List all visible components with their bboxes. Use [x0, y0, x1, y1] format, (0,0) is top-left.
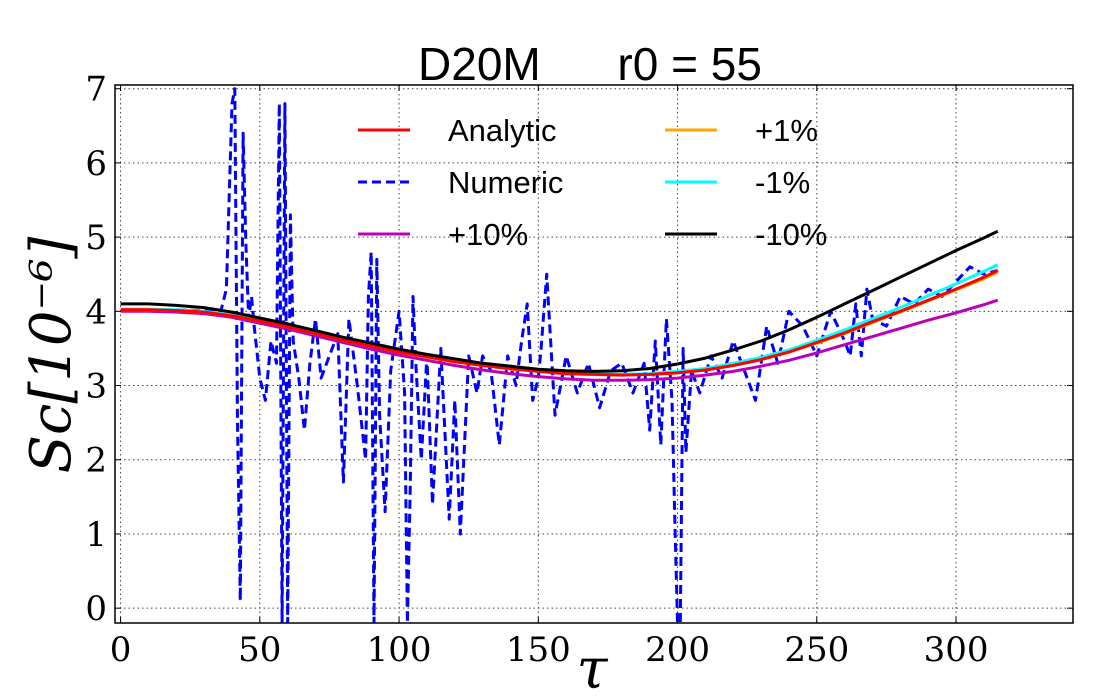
legend-label: Analytic	[448, 113, 557, 148]
y-tick-label: 0	[85, 589, 107, 629]
y-tick-label: 7	[85, 70, 107, 110]
x-tick-label: 0	[110, 630, 132, 670]
x-tick-label: 100	[367, 630, 432, 670]
series-line-analytic	[120, 269, 999, 377]
y-axis-label: Sc[10⁻⁶]	[19, 237, 84, 474]
chart-title: D20M r0 = 55	[418, 38, 762, 90]
y-tick-label: 6	[85, 144, 107, 184]
legend-label: +10%	[448, 217, 528, 252]
y-tick-label: 4	[85, 292, 107, 332]
series-line--10-	[120, 298, 999, 382]
series-lines	[120, 87, 999, 623]
legend-label: Numeric	[448, 165, 563, 200]
y-tick-label: 2	[85, 441, 107, 481]
y-tick-label: 3	[85, 367, 107, 407]
plot-frame	[114, 84, 1074, 624]
y-tick-label: 5	[85, 218, 107, 258]
legend-label: +1%	[755, 113, 818, 148]
axis-ticks: 0 50 100 150 200 250 300 0 1 2 3 4 5 6 7	[85, 70, 1073, 670]
x-tick-label: 250	[784, 630, 849, 670]
x-tick-label: 200	[645, 630, 710, 670]
series-line--10-	[120, 229, 999, 373]
x-tick-label: 150	[506, 630, 571, 670]
legend: Analytic Numeric +10% +1% -1% -10%	[358, 113, 827, 252]
y-tick-label: 1	[85, 515, 107, 555]
x-tick-label: 300	[924, 630, 989, 670]
legend-label: -10%	[755, 217, 827, 252]
x-tick-label: 50	[238, 630, 281, 670]
legend-label: -1%	[755, 165, 810, 200]
x-axis-label: τ	[577, 637, 609, 700]
